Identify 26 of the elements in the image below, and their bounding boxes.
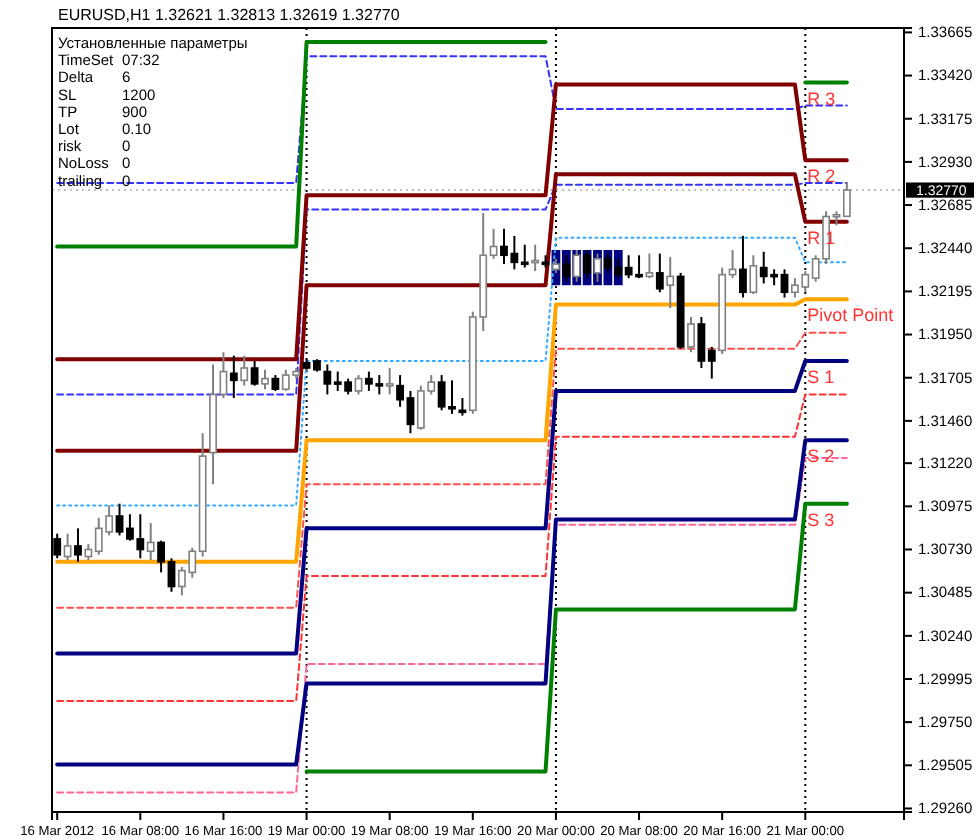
candlestick xyxy=(229,354,238,399)
line-series xyxy=(56,55,848,185)
series-label: S 3 xyxy=(807,509,835,530)
candlestick xyxy=(531,243,540,273)
candlestick xyxy=(63,532,72,562)
candlestick xyxy=(593,252,602,283)
line-series xyxy=(56,393,848,703)
chart-title: EURUSD,H1 1.32621 1.32813 1.32619 1.32770 xyxy=(58,6,401,24)
candlestick xyxy=(354,374,363,396)
candlestick xyxy=(261,368,269,391)
candlestick xyxy=(739,234,747,299)
series-label: S 1 xyxy=(807,366,835,387)
candlestick xyxy=(645,252,654,280)
series-label: R 2 xyxy=(807,166,836,187)
line-series xyxy=(55,358,849,656)
series-label: R 3 xyxy=(807,88,836,109)
candlestick xyxy=(687,315,695,354)
candlestick xyxy=(250,359,259,387)
candlestick xyxy=(749,254,758,296)
candlestick xyxy=(655,252,664,294)
candlestick xyxy=(240,354,249,387)
candlestick xyxy=(385,367,394,396)
candlestick xyxy=(666,256,675,310)
candlestick xyxy=(146,522,155,562)
series-label: Pivot Point xyxy=(807,305,895,326)
candlestick xyxy=(74,527,82,563)
